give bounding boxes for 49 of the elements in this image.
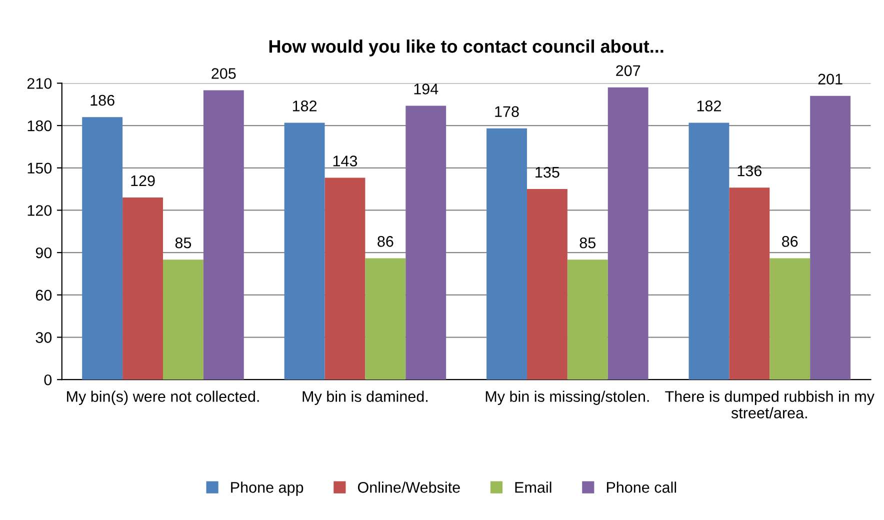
- chart-title: How would you like to contact council about...: [269, 40, 664, 56]
- bar: [203, 90, 244, 380]
- x-tick-label: My bin is missing/stolen.: [486, 390, 649, 405]
- bar: [406, 106, 446, 380]
- legend-label: Phone call: [606, 482, 676, 493]
- legend-label: Online/Website: [358, 482, 460, 493]
- data-label: 186: [90, 94, 114, 106]
- data-label: 143: [333, 156, 358, 166]
- y-tick-label: 180: [28, 120, 52, 132]
- data-label: 85: [175, 237, 192, 248]
- data-label: 86: [782, 236, 798, 247]
- data-label: 129: [131, 175, 155, 186]
- bar: [729, 188, 770, 380]
- data-label: 182: [292, 100, 317, 112]
- y-tick-label: 120: [28, 205, 52, 216]
- y-tick-label: 90: [36, 247, 52, 258]
- bar: [284, 122, 325, 380]
- data-label: 178: [495, 106, 519, 118]
- bar: [365, 258, 406, 380]
- data-label: 85: [580, 237, 596, 248]
- y-tick-label: 60: [36, 290, 52, 301]
- bar: [162, 260, 204, 380]
- data-label: 136: [738, 165, 762, 176]
- bar: [324, 178, 366, 380]
- data-label: 205: [212, 68, 236, 79]
- data-label: 194: [414, 84, 438, 94]
- bar: [770, 258, 810, 380]
- bar: [688, 122, 730, 380]
- data-label: 86: [378, 236, 394, 247]
- y-tick-label: 150: [28, 162, 52, 174]
- x-tick-label: There is dumped rubbish in my street/area.: [665, 390, 874, 418]
- bar: [82, 117, 123, 380]
- data-label: 135: [536, 166, 560, 178]
- bar: [526, 189, 568, 380]
- bar: [122, 198, 163, 380]
- bar: [486, 128, 527, 380]
- bar: [810, 96, 851, 380]
- bar: [608, 87, 648, 380]
- y-tick-label: 30: [36, 332, 52, 343]
- y-tick-label: 210: [27, 78, 52, 89]
- x-tick-label: My bin is damined.: [302, 390, 428, 405]
- legend-label: Email: [515, 482, 552, 493]
- bar: [567, 260, 608, 380]
- x-tick-label: My bin(s) were not collected.: [67, 390, 259, 405]
- legend-label: Phone app: [231, 482, 304, 496]
- data-label: 207: [616, 65, 640, 76]
- y-tick-label: 0: [44, 374, 52, 386]
- data-label: 182: [697, 100, 721, 112]
- data-label: 201: [818, 74, 842, 85]
